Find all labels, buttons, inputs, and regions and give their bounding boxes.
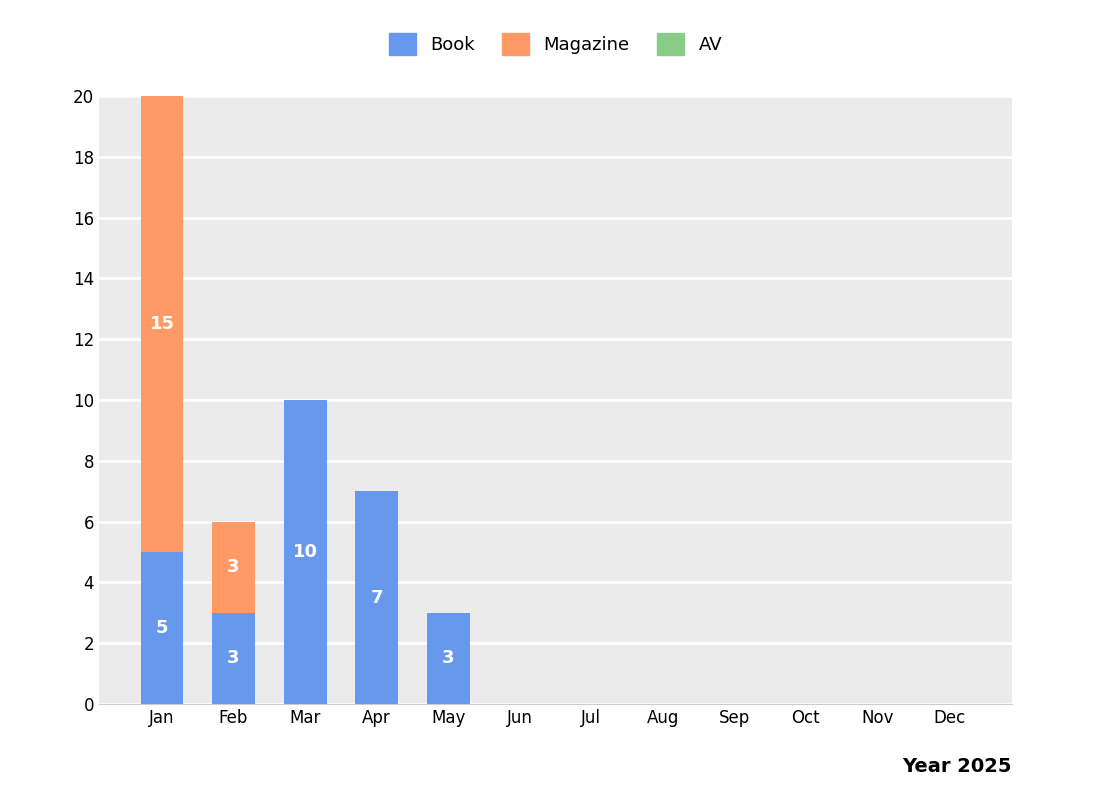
Text: 3: 3 [228,558,240,576]
Bar [141,96,184,552]
Bar [284,400,327,704]
Bar [427,613,470,704]
Text: 15: 15 [150,315,175,333]
Legend: Book, Magazine, AV: Book, Magazine, AV [382,26,729,62]
Bar [141,552,184,704]
Text: 7: 7 [371,589,383,606]
Text: Year 2025: Year 2025 [902,757,1012,776]
Bar [212,522,255,613]
Bar [212,613,255,704]
Text: 3: 3 [228,650,240,667]
Text: 3: 3 [442,650,454,667]
Bar [355,491,398,704]
Text: 10: 10 [293,543,318,561]
Text: 5: 5 [156,619,168,637]
